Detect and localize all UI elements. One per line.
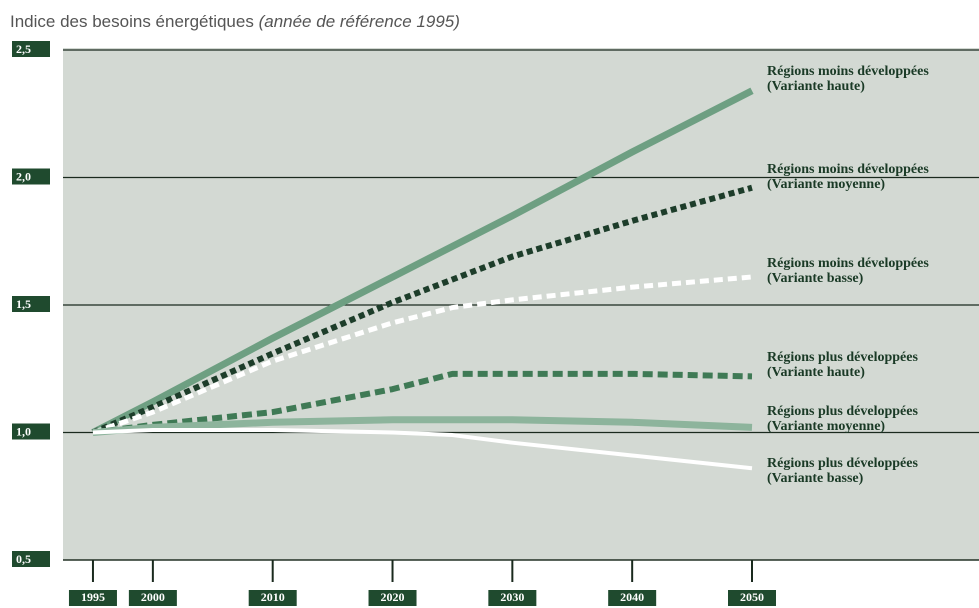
series-label: Régions plus développées (Variante haute…: [767, 350, 918, 380]
y-tick-label: 2,5: [16, 42, 31, 56]
y-tick-label: 1,0: [16, 424, 31, 438]
x-tick-box: [68, 590, 117, 606]
x-tick-box: [128, 590, 177, 606]
chart-title: Indice des besoins énergétiques: [10, 12, 254, 31]
series-label: Régions moins développées (Variante bass…: [767, 256, 929, 286]
x-tick-label: 2050: [740, 590, 764, 604]
x-tick-box: [368, 590, 417, 606]
series-line: [91, 87, 754, 436]
plot-background: [63, 48, 979, 560]
series-line: [92, 370, 753, 436]
x-tick-label: 2000: [141, 590, 165, 604]
series-label: Régions moins développées (Variante moye…: [767, 162, 929, 192]
x-tick-box: [488, 590, 537, 606]
series-label: Régions moins développées (Variante haut…: [767, 64, 929, 94]
y-tick-label: 0,5: [16, 552, 31, 566]
x-tick-box: [248, 590, 297, 606]
x-tick-label: 2030: [500, 590, 524, 604]
y-tick-box: [12, 296, 50, 312]
y-tick-box: [12, 423, 50, 440]
y-tick-label: 1,5: [16, 297, 31, 311]
y-tick-label: 2,0: [16, 169, 31, 183]
y-tick-box: [12, 168, 50, 185]
x-tick-label: 2010: [261, 590, 285, 604]
series-line: [92, 416, 753, 436]
series-line: [92, 427, 753, 471]
series-label: Régions plus développées (Variante moyen…: [767, 404, 918, 434]
series-line: [92, 274, 753, 435]
x-tick-label: 2020: [381, 590, 405, 604]
x-tick-box: [728, 590, 776, 606]
chart-subtitle: (année de référence 1995): [258, 12, 460, 31]
x-tick-box: [608, 590, 657, 606]
x-tick-label: 1995: [81, 590, 105, 604]
series-label: Régions plus développées (Variante basse…: [767, 456, 918, 486]
y-tick-box: [12, 551, 50, 567]
y-tick-box: [12, 41, 50, 57]
x-tick-label: 2040: [620, 590, 644, 604]
title-block: Indice des besoins énergétiques (année d…: [10, 12, 460, 32]
